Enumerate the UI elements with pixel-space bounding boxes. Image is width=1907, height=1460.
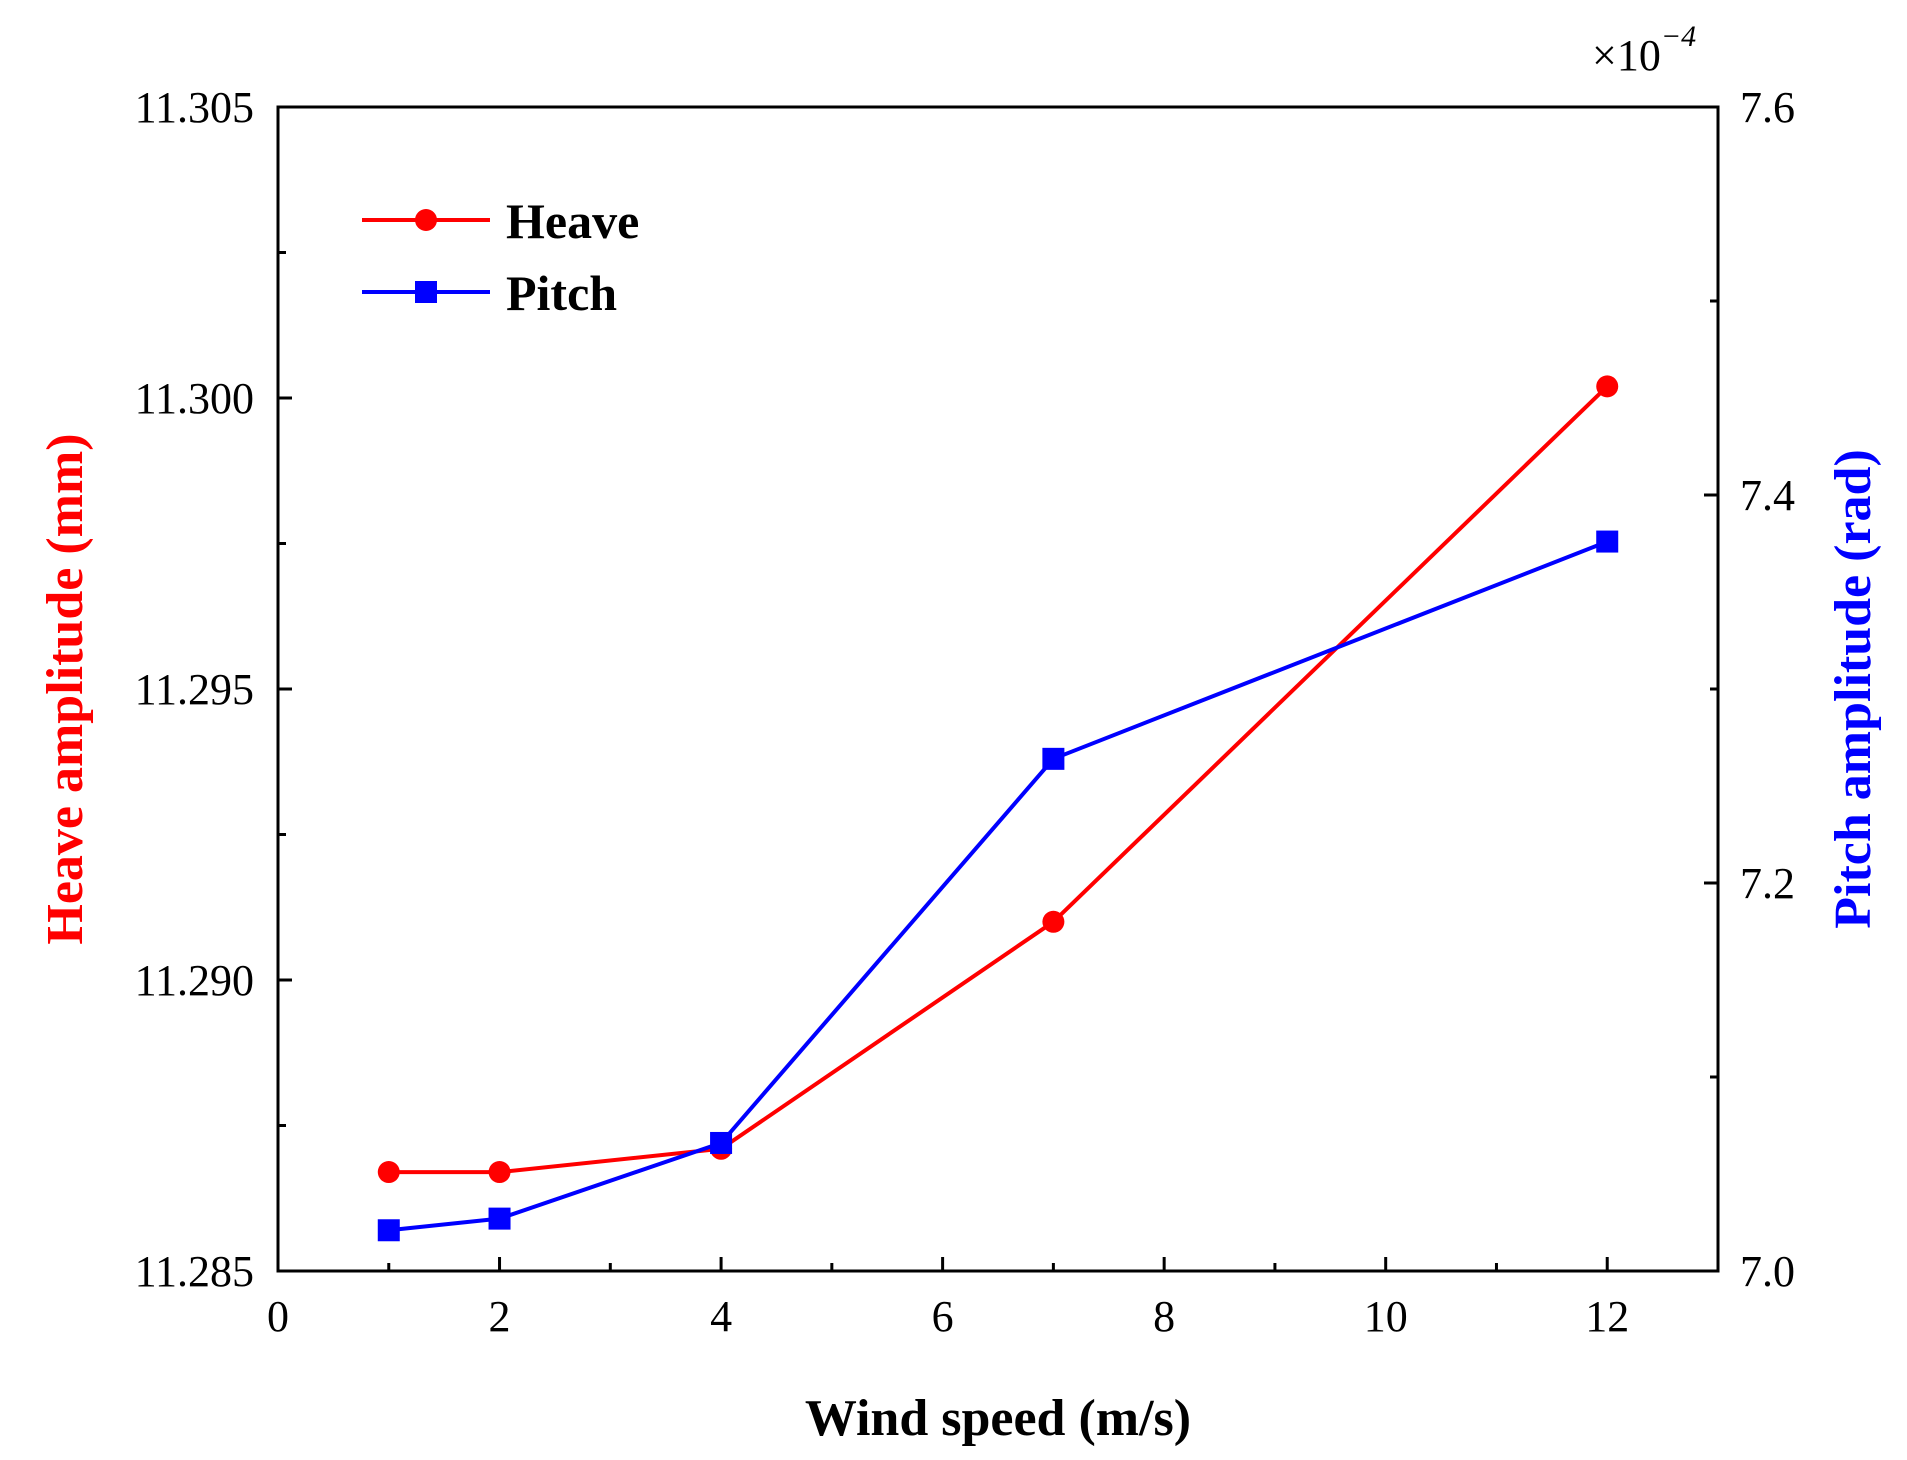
legend-heave-label: Heave — [506, 193, 639, 249]
y-left-tick-label: 11.290 — [135, 956, 254, 1005]
x-tick-label: 10 — [1364, 1292, 1408, 1341]
heave-point — [1042, 910, 1065, 933]
x-axis-title: Wind speed (m/s) — [805, 1390, 1191, 1447]
x-tick-label: 4 — [710, 1292, 732, 1341]
pitch-point — [1596, 530, 1619, 553]
series-heave — [377, 375, 1619, 1184]
multiplier-base: ×10 — [1592, 31, 1661, 80]
x-tick-label: 2 — [489, 1292, 511, 1341]
series-layer — [377, 375, 1619, 1242]
ticks: 0 2 4 6 8 10 12 11.285 11.290 11.295 11.300 11.305 7… — [135, 83, 1795, 1341]
x-tick-label: 6 — [932, 1292, 954, 1341]
legend-pitch-marker — [415, 281, 437, 303]
y-right-tick-label: 7.0 — [1740, 1247, 1795, 1296]
pitch-line — [388, 539, 1608, 1233]
y-axis-left-title: Heave amplitude (mm) — [37, 433, 94, 944]
heave-point — [488, 1161, 511, 1184]
pitch-point — [488, 1207, 511, 1230]
pitch-point — [377, 1219, 400, 1242]
heave-line — [388, 384, 1609, 1175]
y-right-tick-label: 7.6 — [1740, 83, 1795, 132]
heave-point — [1596, 375, 1619, 398]
y-left-tick-label: 11.295 — [135, 665, 254, 714]
multiplier-exponent: −4 — [1661, 20, 1696, 53]
heave-point — [377, 1161, 400, 1184]
right-axis-multiplier: ×10−4 — [1592, 20, 1696, 80]
y-left-tick-label: 11.300 — [135, 374, 254, 423]
legend-entry-pitch: Pitch — [362, 265, 617, 321]
y-left-tick-label: 11.305 — [135, 83, 254, 132]
legend-heave-marker — [415, 209, 437, 231]
x-tick-label: 0 — [267, 1292, 289, 1341]
series-pitch — [377, 530, 1619, 1242]
x-tick-label: 8 — [1153, 1292, 1175, 1341]
y-axis-right-title: Pitch amplitude (rad) — [1825, 449, 1882, 929]
y-right-tick-label: 7.2 — [1740, 859, 1795, 908]
legend-entry-heave: Heave — [362, 193, 639, 249]
plot-frame — [276, 105, 1720, 1273]
y-right-tick-label: 7.4 — [1740, 471, 1795, 520]
pitch-point — [710, 1131, 733, 1154]
legend: Heave Pitch — [362, 193, 639, 321]
pitch-point — [1042, 747, 1065, 770]
x-tick-label: 12 — [1585, 1292, 1629, 1341]
legend-pitch-label: Pitch — [506, 265, 617, 321]
y-left-tick-label: 11.285 — [135, 1247, 254, 1296]
